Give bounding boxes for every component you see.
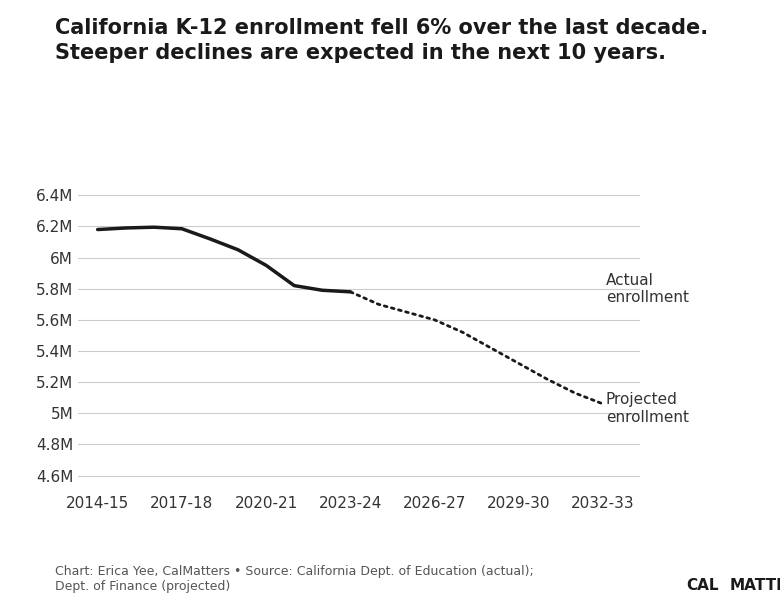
Text: MATTERS: MATTERS <box>729 578 780 593</box>
Text: California K-12 enrollment fell 6% over the last decade.
Steeper declines are ex: California K-12 enrollment fell 6% over … <box>55 18 707 63</box>
Text: Actual
enrollment: Actual enrollment <box>606 273 689 305</box>
Text: Projected
enrollment: Projected enrollment <box>606 392 689 425</box>
Text: Chart: Erica Yee, CalMatters • Source: California Dept. of Education (actual);
D: Chart: Erica Yee, CalMatters • Source: C… <box>55 565 534 593</box>
Text: CAL: CAL <box>686 578 719 593</box>
